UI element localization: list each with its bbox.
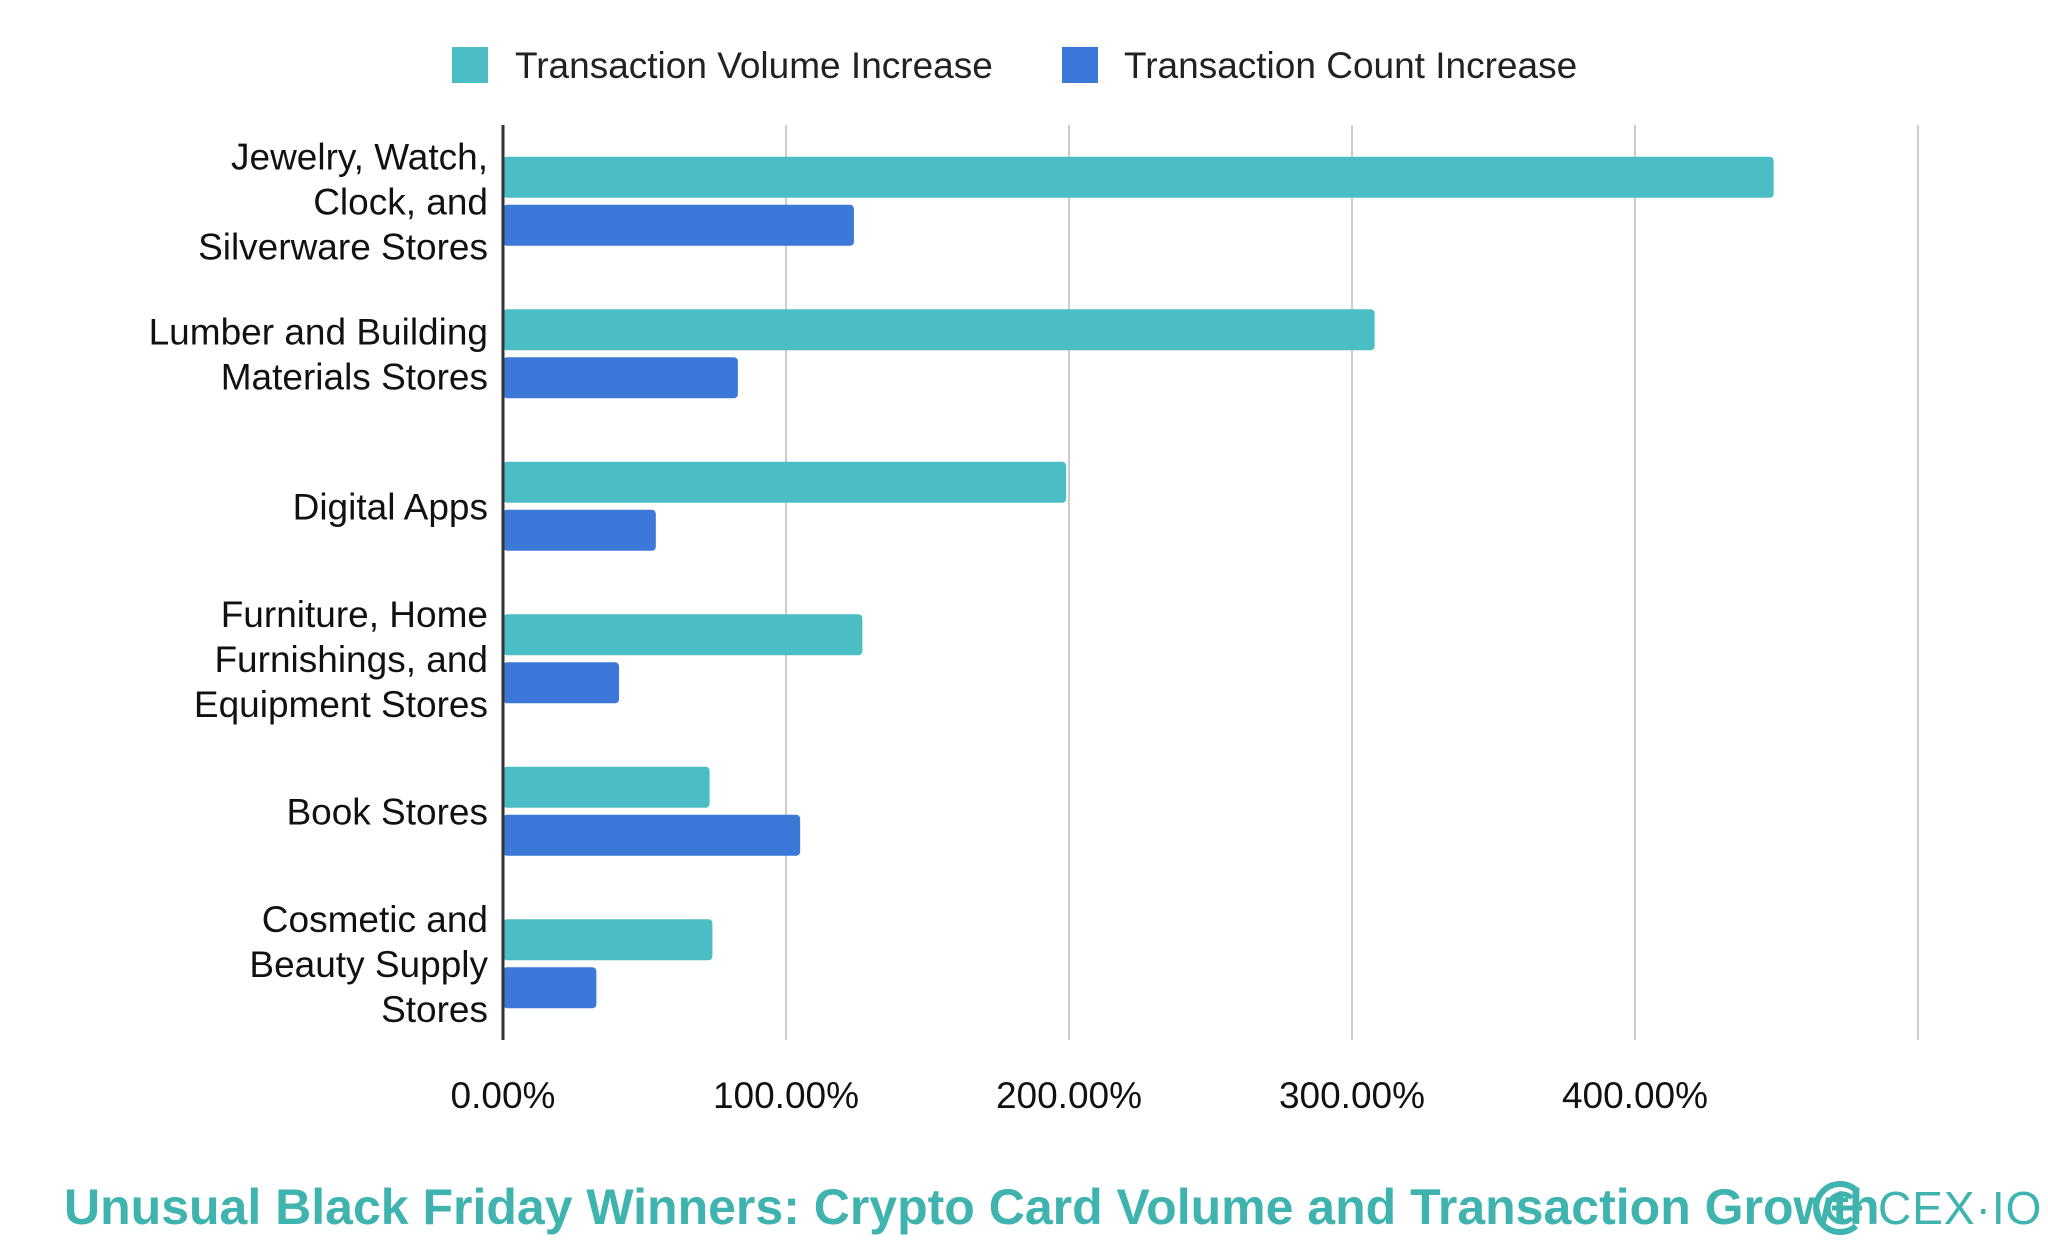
bar-chart: Transaction Volume Increase Transaction C… <box>149 45 1919 1116</box>
category-label-5: Cosmetic and Beauty Supply Stores <box>249 899 488 1030</box>
bar-count-2 <box>503 509 656 551</box>
category-label-2: Digital Apps <box>293 486 488 527</box>
x-tick-label-4: 400.00% <box>1562 1075 1708 1116</box>
legend-label-1: Transaction Count Increase <box>1124 45 1577 86</box>
bars <box>503 156 1774 1009</box>
bar-volume-3 <box>503 614 863 656</box>
bar-volume-4 <box>503 766 710 808</box>
x-tick-label-3: 300.00% <box>1279 1075 1425 1116</box>
x-tick-label-1: 100.00% <box>713 1075 859 1116</box>
chart-title: Unusual Black Friday Winners: Crypto Car… <box>64 1179 1880 1235</box>
category-label-4: Book Stores <box>286 791 488 832</box>
brand-name: CEX·IO <box>1878 1182 2043 1234</box>
bar-count-4 <box>503 814 801 856</box>
bar-count-0 <box>503 204 854 246</box>
bar-count-5 <box>503 967 597 1009</box>
legend-swatch-0 <box>452 47 488 83</box>
bar-count-1 <box>503 357 738 399</box>
category-label-3: Furniture, Home Furnishings, and Equipment… <box>194 594 488 725</box>
cex-logo-icon <box>1813 1181 1862 1235</box>
legend-swatch-1 <box>1062 47 1098 83</box>
category-label-0: Jewelry, Watch, Clock, and Silverware Stor… <box>198 136 488 267</box>
grid-lines <box>785 125 1919 1040</box>
tick-labels: 0.00% 100.00% 200.00% 300.00% 400.00% <box>451 1075 1709 1116</box>
legend-label-0: Transaction Volume Increase <box>515 45 993 86</box>
x-tick-label-2: 200.00% <box>996 1075 1142 1116</box>
category-labels: Jewelry, Watch, Clock, and Silverware Stor… <box>149 136 489 1030</box>
bar-volume-2 <box>503 461 1067 503</box>
bar-volume-5 <box>503 919 713 961</box>
legend: Transaction Volume Increase Transaction C… <box>452 45 1577 86</box>
category-label-1: Lumber and Building Materials Stores <box>149 311 488 397</box>
brand-logo: CEX·IO <box>1808 1176 2042 1240</box>
bar-count-3 <box>503 662 620 704</box>
bar-volume-1 <box>503 309 1375 351</box>
x-tick-label-0: 0.00% <box>451 1075 556 1116</box>
bar-volume-0 <box>503 156 1774 198</box>
